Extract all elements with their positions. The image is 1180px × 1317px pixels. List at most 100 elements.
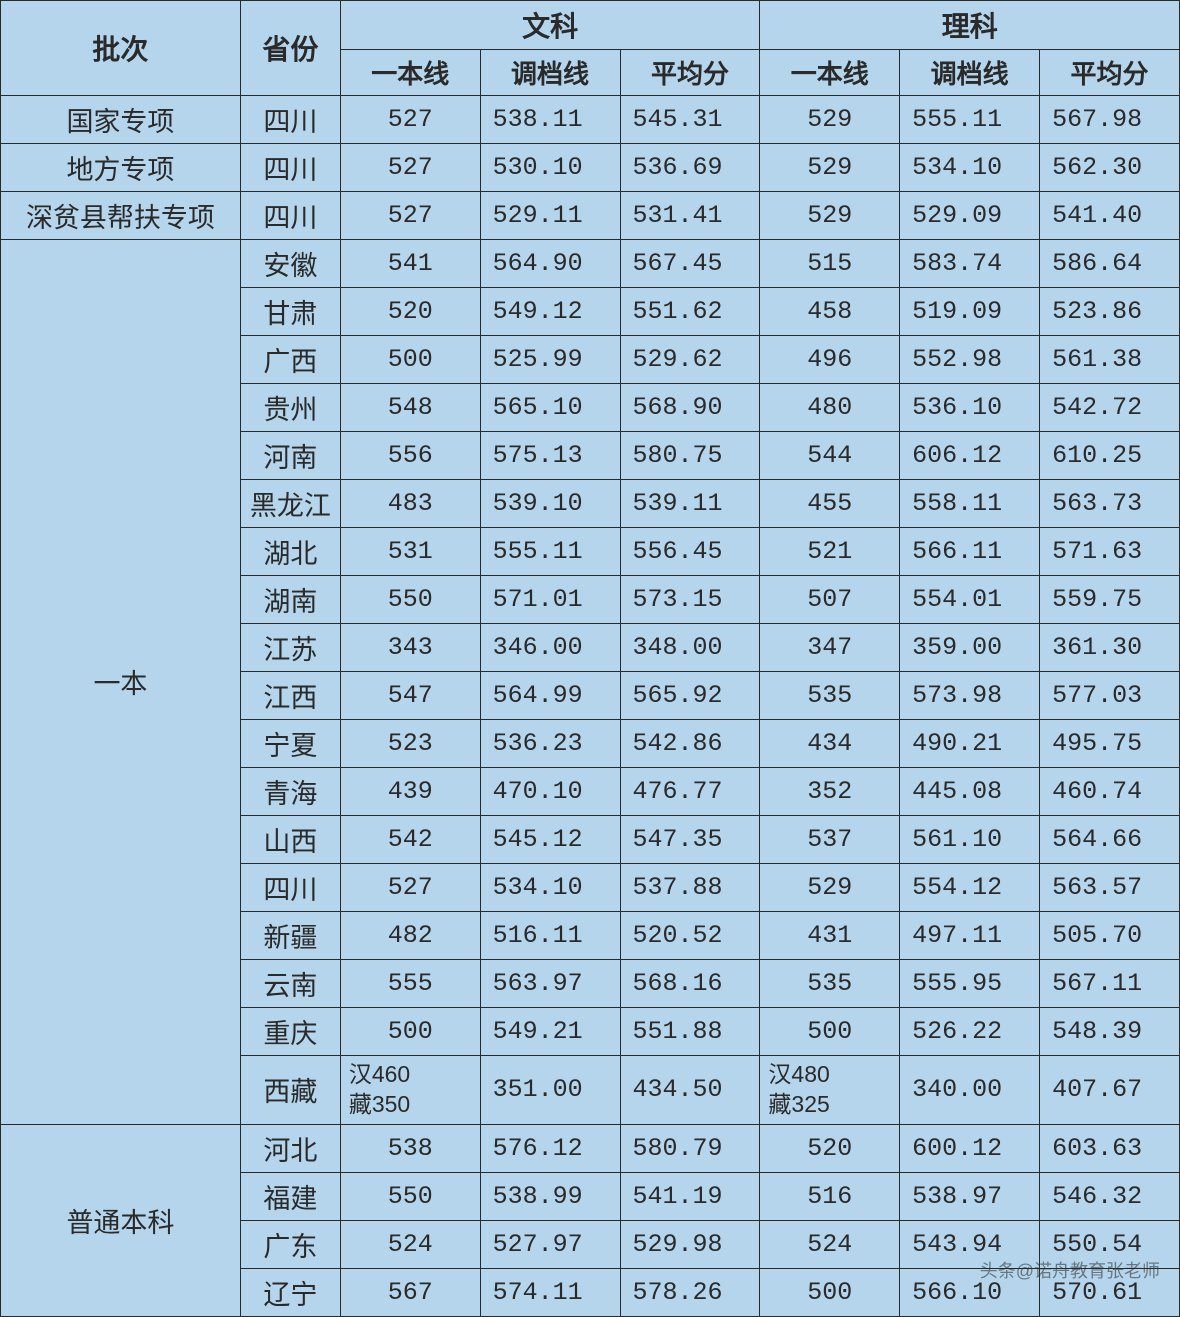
science-adjust-cell: 566.10 — [900, 1268, 1040, 1316]
science-adjust-cell: 573.98 — [900, 672, 1040, 720]
liberal-tier1-cell: 汉460藏350 — [340, 1056, 480, 1125]
science-avg-cell: 577.03 — [1040, 672, 1180, 720]
science-adjust-cell: 583.74 — [900, 240, 1040, 288]
province-cell: 江西 — [240, 672, 340, 720]
liberal-adjust-cell: 470.10 — [480, 768, 620, 816]
liberal-avg-cell: 578.26 — [620, 1268, 760, 1316]
science-tier1-cell: 535 — [760, 960, 900, 1008]
liberal-adjust-cell: 564.99 — [480, 672, 620, 720]
table-row: 地方专项四川527530.10536.69529534.10562.30 — [1, 144, 1180, 192]
province-cell: 四川 — [240, 192, 340, 240]
liberal-adjust-cell: 530.10 — [480, 144, 620, 192]
liberal-avg-cell: 573.15 — [620, 576, 760, 624]
province-cell: 河南 — [240, 432, 340, 480]
province-cell: 黑龙江 — [240, 480, 340, 528]
science-avg-cell: 561.38 — [1040, 336, 1180, 384]
science-avg-cell: 559.75 — [1040, 576, 1180, 624]
science-avg-cell: 523.86 — [1040, 288, 1180, 336]
header-science-tier1: 一本线 — [760, 50, 900, 96]
liberal-adjust-cell: 538.99 — [480, 1172, 620, 1220]
liberal-tier1-cell: 550 — [340, 576, 480, 624]
province-cell: 四川 — [240, 96, 340, 144]
science-avg-cell: 407.67 — [1040, 1056, 1180, 1125]
science-tier1-cell: 507 — [760, 576, 900, 624]
liberal-tier1-cell: 527 — [340, 192, 480, 240]
science-adjust-cell: 340.00 — [900, 1056, 1040, 1125]
science-adjust-cell: 558.11 — [900, 480, 1040, 528]
science-avg-cell: 505.70 — [1040, 912, 1180, 960]
science-adjust-cell: 497.11 — [900, 912, 1040, 960]
liberal-adjust-cell: 516.11 — [480, 912, 620, 960]
liberal-adjust-cell: 538.11 — [480, 96, 620, 144]
province-cell: 湖南 — [240, 576, 340, 624]
science-adjust-cell: 552.98 — [900, 336, 1040, 384]
science-tier1-cell: 535 — [760, 672, 900, 720]
science-tier1-cell: 455 — [760, 480, 900, 528]
liberal-adjust-cell: 351.00 — [480, 1056, 620, 1125]
science-adjust-cell: 554.01 — [900, 576, 1040, 624]
batch-cell: 深贫县帮扶专项 — [1, 192, 241, 240]
liberal-avg-cell: 536.69 — [620, 144, 760, 192]
header-batch: 批次 — [1, 1, 241, 96]
province-cell: 贵州 — [240, 384, 340, 432]
science-tier1-cell: 529 — [760, 864, 900, 912]
science-tier1-cell: 458 — [760, 288, 900, 336]
province-cell: 山西 — [240, 816, 340, 864]
science-avg-cell: 563.57 — [1040, 864, 1180, 912]
table-row: 一本安徽541564.90567.45515583.74586.64 — [1, 240, 1180, 288]
liberal-tier1-cell: 524 — [340, 1220, 480, 1268]
liberal-adjust-cell: 565.10 — [480, 384, 620, 432]
liberal-adjust-cell: 527.97 — [480, 1220, 620, 1268]
science-avg-cell: 546.32 — [1040, 1172, 1180, 1220]
province-cell: 湖北 — [240, 528, 340, 576]
science-avg-cell: 567.11 — [1040, 960, 1180, 1008]
province-cell: 四川 — [240, 864, 340, 912]
science-tier1-cell: 352 — [760, 768, 900, 816]
science-avg-cell: 586.64 — [1040, 240, 1180, 288]
science-avg-cell: 570.61 — [1040, 1268, 1180, 1316]
science-adjust-cell: 526.22 — [900, 1008, 1040, 1056]
liberal-avg-cell: 580.79 — [620, 1124, 760, 1172]
science-tier1-cell: 521 — [760, 528, 900, 576]
science-adjust-cell: 561.10 — [900, 816, 1040, 864]
liberal-adjust-cell: 571.01 — [480, 576, 620, 624]
table-body: 国家专项四川527538.11545.31529555.11567.98地方专项… — [1, 96, 1180, 1317]
header-science-adjust: 调档线 — [900, 50, 1040, 96]
table-row: 国家专项四川527538.11545.31529555.11567.98 — [1, 96, 1180, 144]
liberal-avg-cell: 556.45 — [620, 528, 760, 576]
province-cell: 新疆 — [240, 912, 340, 960]
province-cell: 江苏 — [240, 624, 340, 672]
science-adjust-cell: 606.12 — [900, 432, 1040, 480]
liberal-adjust-cell: 346.00 — [480, 624, 620, 672]
province-cell: 河北 — [240, 1124, 340, 1172]
liberal-adjust-cell: 549.21 — [480, 1008, 620, 1056]
header-science: 理科 — [760, 1, 1180, 50]
science-adjust-cell: 555.11 — [900, 96, 1040, 144]
liberal-tier1-cell: 500 — [340, 336, 480, 384]
science-adjust-cell: 445.08 — [900, 768, 1040, 816]
science-tier1-cell: 537 — [760, 816, 900, 864]
liberal-tier1-cell: 548 — [340, 384, 480, 432]
liberal-avg-cell: 434.50 — [620, 1056, 760, 1125]
batch-cell: 国家专项 — [1, 96, 241, 144]
science-avg-cell: 610.25 — [1040, 432, 1180, 480]
province-cell: 广东 — [240, 1220, 340, 1268]
science-tier1-cell: 汉480藏325 — [760, 1056, 900, 1125]
liberal-avg-cell: 547.35 — [620, 816, 760, 864]
science-avg-cell: 542.72 — [1040, 384, 1180, 432]
province-cell: 青海 — [240, 768, 340, 816]
table-row: 普通本科河北538576.12580.79520600.12603.63 — [1, 1124, 1180, 1172]
province-cell: 辽宁 — [240, 1268, 340, 1316]
liberal-avg-cell: 580.75 — [620, 432, 760, 480]
science-tier1-cell: 496 — [760, 336, 900, 384]
science-avg-cell: 361.30 — [1040, 624, 1180, 672]
science-avg-cell: 562.30 — [1040, 144, 1180, 192]
science-tier1-cell: 524 — [760, 1220, 900, 1268]
liberal-tier1-cell: 483 — [340, 480, 480, 528]
science-avg-cell: 563.73 — [1040, 480, 1180, 528]
province-cell: 广西 — [240, 336, 340, 384]
liberal-adjust-cell: 564.90 — [480, 240, 620, 288]
liberal-tier1-cell: 527 — [340, 864, 480, 912]
liberal-tier1-cell: 500 — [340, 1008, 480, 1056]
science-avg-cell: 550.54 — [1040, 1220, 1180, 1268]
